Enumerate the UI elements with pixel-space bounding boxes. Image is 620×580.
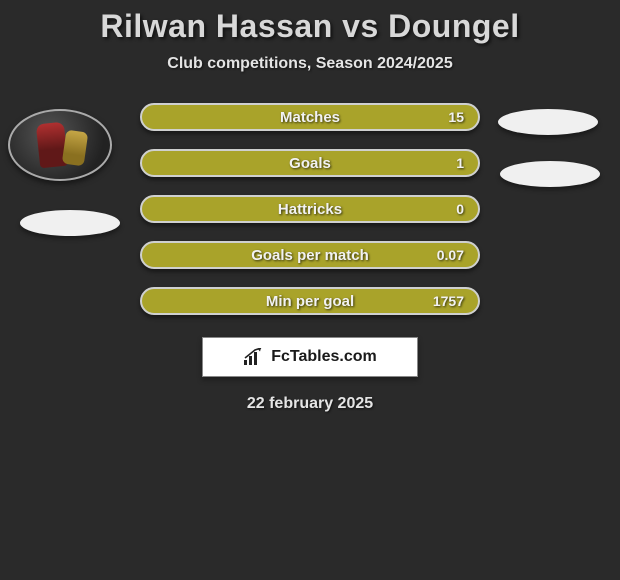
stat-label: Min per goal	[266, 293, 354, 310]
chart-icon	[243, 348, 265, 366]
stat-bar-goals-per-match: Goals per match 0.07	[140, 241, 480, 269]
comparison-card: Rilwan Hassan vs Doungel Club competitio…	[0, 0, 620, 413]
stat-value: 0	[456, 201, 464, 217]
stats-bars: Matches 15 Goals 1 Hattricks 0 Goals per…	[140, 103, 480, 315]
stat-bar-goals: Goals 1	[140, 149, 480, 177]
stat-label: Goals per match	[251, 247, 369, 264]
stat-label: Hattricks	[278, 201, 342, 218]
player-photo-left	[8, 109, 112, 181]
page-title: Rilwan Hassan vs Doungel	[0, 8, 620, 45]
subtitle: Club competitions, Season 2024/2025	[0, 55, 620, 73]
brand-link[interactable]: FcTables.com	[202, 337, 418, 377]
stat-bar-hattricks: Hattricks 0	[140, 195, 480, 223]
stat-value: 1757	[433, 293, 464, 309]
date-label: 22 february 2025	[0, 395, 620, 413]
badge-right-1	[498, 109, 598, 135]
content-area: Matches 15 Goals 1 Hattricks 0 Goals per…	[0, 103, 620, 413]
badge-right-2	[500, 161, 600, 187]
stat-value: 0.07	[437, 247, 464, 263]
stat-value: 15	[448, 109, 464, 125]
stat-value: 1	[456, 155, 464, 171]
brand-text: FcTables.com	[271, 348, 377, 366]
stat-label: Matches	[280, 109, 340, 126]
stat-label: Goals	[289, 155, 331, 172]
stat-bar-matches: Matches 15	[140, 103, 480, 131]
badge-left	[20, 210, 120, 236]
stat-bar-min-per-goal: Min per goal 1757	[140, 287, 480, 315]
